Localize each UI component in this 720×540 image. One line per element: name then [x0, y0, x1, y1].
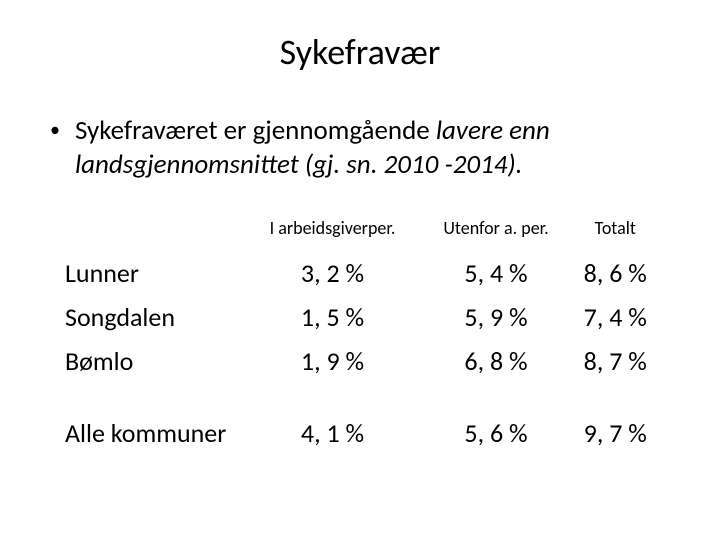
table-cell: 9, 7 % — [571, 411, 660, 455]
table-cell: 1, 9 % — [244, 339, 422, 383]
bullet-marker-icon: • — [50, 114, 60, 146]
table-cell: 6, 8 % — [422, 339, 571, 383]
row-label: Alle kommuner — [65, 411, 244, 455]
table-header-row: I arbeidsgiverper. Utenfor a. per. Total… — [65, 217, 660, 251]
bullet-plain: Sykefraværet er gjennomgående — [75, 114, 436, 147]
table-row: Lunner 3, 2 % 5, 4 % 8, 6 % — [65, 251, 660, 295]
data-table: I arbeidsgiverper. Utenfor a. per. Total… — [65, 217, 660, 455]
table-header-cell — [65, 217, 244, 251]
table-cell: 7, 4 % — [571, 295, 660, 339]
table-row: Bømlo 1, 9 % 6, 8 % 8, 7 % — [65, 339, 660, 383]
data-table-wrapper: I arbeidsgiverper. Utenfor a. per. Total… — [40, 217, 680, 455]
table-cell: 3, 2 % — [244, 251, 422, 295]
table-cell: 4, 1 % — [244, 411, 422, 455]
table-header-cell: Totalt — [571, 217, 660, 251]
table-row: Songdalen 1, 5 % 5, 9 % 7, 4 % — [65, 295, 660, 339]
row-label: Songdalen — [65, 295, 244, 339]
table-cell: 8, 6 % — [571, 251, 660, 295]
row-label: Lunner — [65, 251, 244, 295]
table-cell: 5, 9 % — [422, 295, 571, 339]
table-summary-row: Alle kommuner 4, 1 % 5, 6 % 9, 7 % — [65, 411, 660, 455]
table-header-cell: Utenfor a. per. — [422, 217, 571, 251]
bullet-text: Sykefraværet er gjennomgående lavere enn… — [75, 114, 680, 182]
row-label: Bømlo — [65, 339, 244, 383]
table-spacer-row — [65, 383, 660, 411]
bullet-section: • Sykefraværet er gjennomgående lavere e… — [40, 114, 680, 182]
table-cell: 5, 4 % — [422, 251, 571, 295]
table-cell: 5, 6 % — [422, 411, 571, 455]
slide-title: Sykefravær — [40, 30, 680, 74]
table-cell: 8, 7 % — [571, 339, 660, 383]
bullet-item: • Sykefraværet er gjennomgående lavere e… — [40, 114, 680, 182]
table-cell: 1, 5 % — [244, 295, 422, 339]
table-header-cell: I arbeidsgiverper. — [244, 217, 422, 251]
